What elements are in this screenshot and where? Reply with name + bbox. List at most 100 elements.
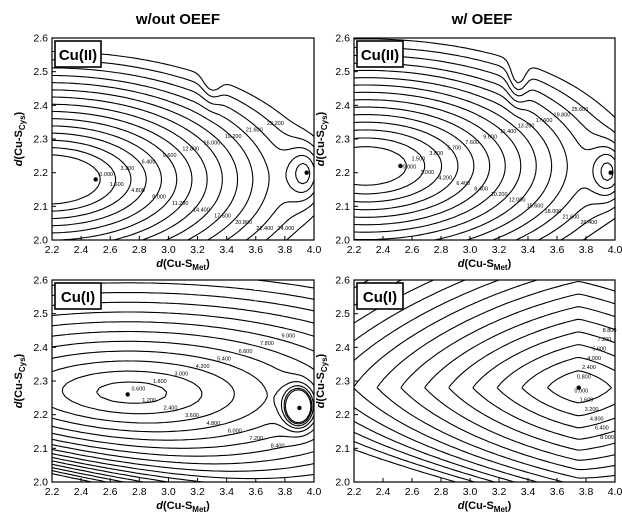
contour-value-label: 7.200 [249,436,263,442]
contour-value-label: 9.600 [163,153,177,159]
x-tick-label: 2.4 [74,486,89,498]
contour-value-label: 4.200 [438,176,452,182]
contour-level-12 [354,280,494,482]
contour-panel-3: 0.600 1.200 1.800 2.400 3.000 3.600 4.200 4.800… [13,275,321,513]
x-tick-label: 2.8 [434,486,449,498]
contour-level-2 [52,148,116,212]
contour-panel-4: 0.0000.8001.6002.4003.2004.0004.8005.600… [315,275,622,513]
contour-level-6 [52,119,177,240]
contour-value-label: 1.500 [411,156,425,162]
y-tick-label: 2.2 [335,167,350,179]
y-tick-label: 2.2 [33,409,48,421]
x-tick-label: 4.0 [608,486,622,498]
y-axis-label: d(Cu-SCys) [13,111,27,166]
contour-value-label: 3.000 [420,170,434,176]
contour-level-7 [52,111,192,240]
x-axis-label: d(Cu-SMet) [458,500,512,513]
x-tick-label: 3.6 [550,486,565,498]
x-tick-label: 2.6 [103,486,118,498]
y-tick-label: 2.1 [335,443,350,455]
contour-value-label: 8.000 [600,435,614,441]
x-tick-label: 3.6 [550,244,565,256]
x-tick-label: 3.4 [521,486,536,498]
x-axis-label: d(Cu-SMet) [156,500,210,513]
contour-value-label: 1.200 [142,398,156,404]
contour-value-label: 11.400 [500,129,516,135]
contour-value-label: 6.600 [239,349,253,355]
x-tick-label: 3.0 [161,486,176,498]
contour-value-label: 3.600 [185,413,199,419]
contour-panel-1: 0.000 1.600 3.200 4.800 6.400 8.000 9.600 11.20… [13,33,321,273]
y-tick-label: 2.1 [335,201,350,213]
y-tick-label: 2.6 [33,275,48,287]
x-tick-label: 2.6 [103,244,118,256]
x-axis-label: d(Cu-SMet) [156,258,210,272]
contour-value-label: 1.800 [153,379,167,385]
minimum-marker-1 [125,392,129,396]
contour-value-label: 8.800 [603,328,617,334]
state-label: Cu(II) [361,47,399,64]
contour-value-label: 21.600 [562,214,579,220]
contour-value-label: 17.600 [214,214,231,220]
contour-value-label: 0.000 [99,172,113,178]
x-tick-label: 4.0 [307,486,322,498]
contour-value-label: 5.700 [447,145,461,151]
y-tick-label: 2.4 [33,342,48,354]
contour-value-label: 1.600 [580,398,594,404]
y-tick-label: 2.0 [335,235,350,247]
y-tick-label: 2.4 [335,342,350,354]
contour-value-label: 16.000 [204,140,221,146]
y-tick-label: 2.1 [33,443,48,455]
contour-value-label: 1.600 [110,182,124,188]
contour-value-label: 22.400 [256,226,273,232]
contour-value-label: 3.200 [585,407,599,413]
x-tick-label: 3.2 [492,486,507,498]
contour-level-4 [52,133,146,226]
contour-value-label: 0.600 [132,387,146,393]
y-tick-label: 2.3 [335,134,350,146]
contour-level-3 [52,140,131,218]
y-tick-label: 2.6 [335,33,350,45]
contour-level-9 [354,280,563,482]
contour-level-12 [52,76,314,241]
contour-value-label: 2.400 [582,365,596,371]
x-tick-label: 3.8 [579,244,594,256]
x-tick-label: 3.2 [190,244,205,256]
contour-value-label: 4.200 [196,364,210,370]
minimum-marker-2 [608,170,612,174]
contour-value-label: 19.800 [554,112,571,118]
contour-value-label: 7.600 [465,140,479,146]
x-tick-label: 3.4 [219,486,234,498]
x-axis-label: d(Cu-SMet) [458,258,512,272]
contour-value-label: 6.400 [142,159,156,165]
y-tick-label: 2.2 [335,409,350,421]
contour-level-14 [52,468,124,482]
contour-level-5 [449,319,615,450]
x-tick-label: 3.8 [278,244,293,256]
y-tick-label: 2.1 [33,201,48,213]
minimum-marker-2 [305,170,309,174]
contour-value-label: 6.400 [595,426,609,432]
y-tick-label: 2.5 [33,308,48,320]
contour-value-label: 5.400 [217,356,231,362]
contour-level-6 [354,107,490,225]
x-tick-label: 4.0 [608,244,622,256]
x-tick-label: 3.6 [248,486,263,498]
contour-value-label: 9.600 [483,134,497,140]
contour-value-label: 3.800 [429,151,443,157]
y-tick-label: 2.3 [33,376,48,388]
y-tick-label: 2.5 [335,66,350,78]
state-label: Cu(II) [59,47,97,64]
x-tick-label: 3.4 [219,244,234,256]
plot-frame [354,280,615,482]
x-tick-label: 2.8 [434,244,449,256]
contour-value-label: 26.400 [580,220,597,226]
x-tick-label: 3.8 [278,486,293,498]
x-tick-label: 2.6 [405,486,420,498]
contour-level-3 [354,130,442,202]
contour-value-label: 17.600 [536,118,553,124]
y-axis-label: d(Cu-SCys) [315,111,329,166]
contour-level-13 [354,280,475,482]
contour-value-label: 0.000 [402,165,416,171]
